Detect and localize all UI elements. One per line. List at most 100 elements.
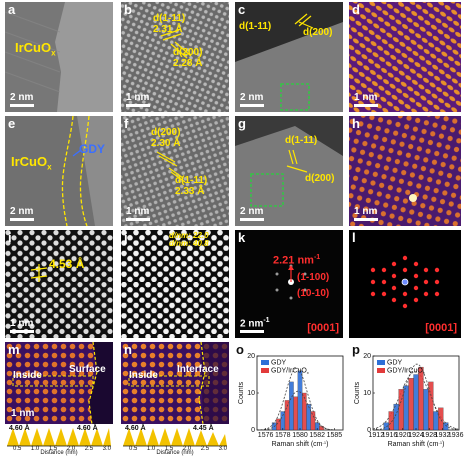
panel-letter: g <box>238 116 246 131</box>
hrtem-texture <box>5 2 113 112</box>
scale-label: 1 nm <box>11 408 35 419</box>
inside-label: Inside <box>13 370 42 381</box>
sim-param-line: d/nm: 22.0 <box>169 231 209 240</box>
scale-bar: 1 nm <box>354 93 378 107</box>
y-tick-label: 20 <box>363 353 371 360</box>
sim-param-label: d/nm: 22.0 d/nm: 40.8 <box>169 231 209 249</box>
fit-curve <box>372 363 460 431</box>
panel-n: n Inside Interface 4.60 Å 4.45 Å 0.5 1.0… <box>121 342 229 456</box>
spot-label-1: (1-100) <box>297 272 330 283</box>
tick-label: 2.0 <box>182 446 192 452</box>
x-tick-label: 1578 <box>275 432 291 439</box>
fit-curve <box>256 390 343 431</box>
material-label: IrCuOx <box>11 154 52 172</box>
x-tick-label: 1582 <box>309 432 325 439</box>
panel-letter: b <box>124 2 132 17</box>
histogram-bar <box>428 381 434 431</box>
panel-i: i 4.53 Å 1 nm <box>5 230 113 338</box>
legend-label: GDY <box>387 360 403 367</box>
x-tick-label: 1932 <box>435 432 451 439</box>
panel-letter: l <box>352 230 356 245</box>
x-tick-label: 1912 <box>369 432 385 439</box>
scale-line <box>10 104 34 107</box>
panel-letter: f <box>124 116 129 131</box>
spacing-label-1: d(1-11) 2.31 Å <box>153 13 186 35</box>
histogram-bar <box>306 403 311 431</box>
scale-bar: 1 nm <box>126 93 150 107</box>
spacing-label-1: d(1-11) <box>285 135 318 146</box>
profile-value-right: 4.45 Å <box>193 425 214 432</box>
histogram-bar <box>276 418 281 431</box>
distance-sup: -1 <box>313 254 321 261</box>
panel-letter: o <box>236 342 244 357</box>
scale-label: 1 nm <box>126 92 150 103</box>
histogram-bar <box>284 400 290 431</box>
tick-label: 1.0 <box>30 446 40 452</box>
spacing-markers <box>160 29 192 59</box>
histogram-bar <box>319 426 324 431</box>
tick-label: 1.5 <box>48 446 58 452</box>
histogram-bar <box>393 403 399 431</box>
scale-label: 1 nm <box>10 318 34 329</box>
profile-value-left: 4.60 Å <box>9 425 30 432</box>
panel-letter: p <box>352 342 360 357</box>
scale-bar: 2 nm <box>240 207 264 221</box>
histogram-bar <box>413 374 419 431</box>
scale-line <box>126 104 150 107</box>
scale-line <box>10 330 34 333</box>
spacing-label-2: d(200) <box>305 173 335 184</box>
fft-pattern <box>275 264 307 300</box>
panel-o: o 1576 1578 1580 1582 1585 0 10 20 Raman shift (… <box>233 342 349 456</box>
x-tick-label: 1580 <box>292 432 308 439</box>
y-tick-label: 20 <box>247 353 255 360</box>
spacing-label-2: d(1-11) 2.33 Å <box>175 175 208 197</box>
panel-e: e IrCuOx GDY 2 nm <box>5 116 113 226</box>
y-tick-label: 0 <box>367 427 371 434</box>
panel-b: b d(1-11) 2.31 Å d(200) 2.28 Å 1 nm <box>121 2 229 112</box>
spacing-hkl: d(1-11) <box>175 175 208 186</box>
haadf-texture <box>235 13 343 112</box>
atomic-lattice <box>5 230 113 338</box>
panel-letter: i <box>8 230 12 245</box>
panel-h: h 1 nm <box>349 116 461 226</box>
scale-label: 2 nm <box>10 206 34 217</box>
distance-label: 2.21 nm-1 <box>273 254 320 267</box>
tick-label: 2.5 <box>84 446 94 452</box>
material-subscript: x <box>51 48 56 58</box>
x-tick-label: 1924 <box>408 432 424 439</box>
profile-value-left: 4.60 Å <box>125 425 146 432</box>
spacing-hkl: d(1-11) <box>153 13 186 24</box>
zone-axis-label: [0001] <box>307 322 339 334</box>
tick-label: 3.0 <box>102 446 111 452</box>
panel-letter: m <box>8 342 20 357</box>
material-text: IrCuO <box>11 154 48 169</box>
profile-xlabel: Distance (nm) <box>156 450 194 456</box>
histogram-bar <box>438 407 444 431</box>
x-tick-label: 1576 <box>258 432 274 439</box>
spacing-label-2: d(200) <box>303 27 333 38</box>
legend-swatch <box>377 368 385 373</box>
simulated-lattice <box>121 230 229 338</box>
raman-histogram-o: 1576 1578 1580 1582 1585 0 10 20 Raman shift (cm… <box>238 353 344 448</box>
haadf-texture <box>235 126 343 226</box>
spacing-hkl: d(200) <box>151 127 181 138</box>
profile-value-right: 4.60 Å <box>77 425 98 432</box>
material-label: IrCuOx <box>15 40 56 58</box>
tick-label: 0.5 <box>13 446 22 452</box>
panel-m: m Inside Surface 1 nm 4.60 Å 4.60 Å 0.5 … <box>5 342 113 456</box>
panel-f: f d(200) 2.30 Å d(1-11) 2.33 Å 1 nm <box>121 116 229 226</box>
scale-line <box>354 218 378 221</box>
panel-letter: a <box>8 2 16 17</box>
histogram-bar <box>418 366 424 431</box>
histogram-bar <box>297 370 303 431</box>
histogram-bar <box>310 411 316 431</box>
y-axis-label: Counts <box>354 381 361 404</box>
zoom-box <box>250 173 284 207</box>
x-tick-label: 1916 <box>382 432 398 439</box>
panel-c: c d(1-11) d(200) 2 nm <box>235 2 343 112</box>
scale-line <box>10 218 34 221</box>
y-axis-label: Counts <box>238 381 245 404</box>
scale-line <box>240 330 264 333</box>
panel-letter: d <box>352 2 360 17</box>
